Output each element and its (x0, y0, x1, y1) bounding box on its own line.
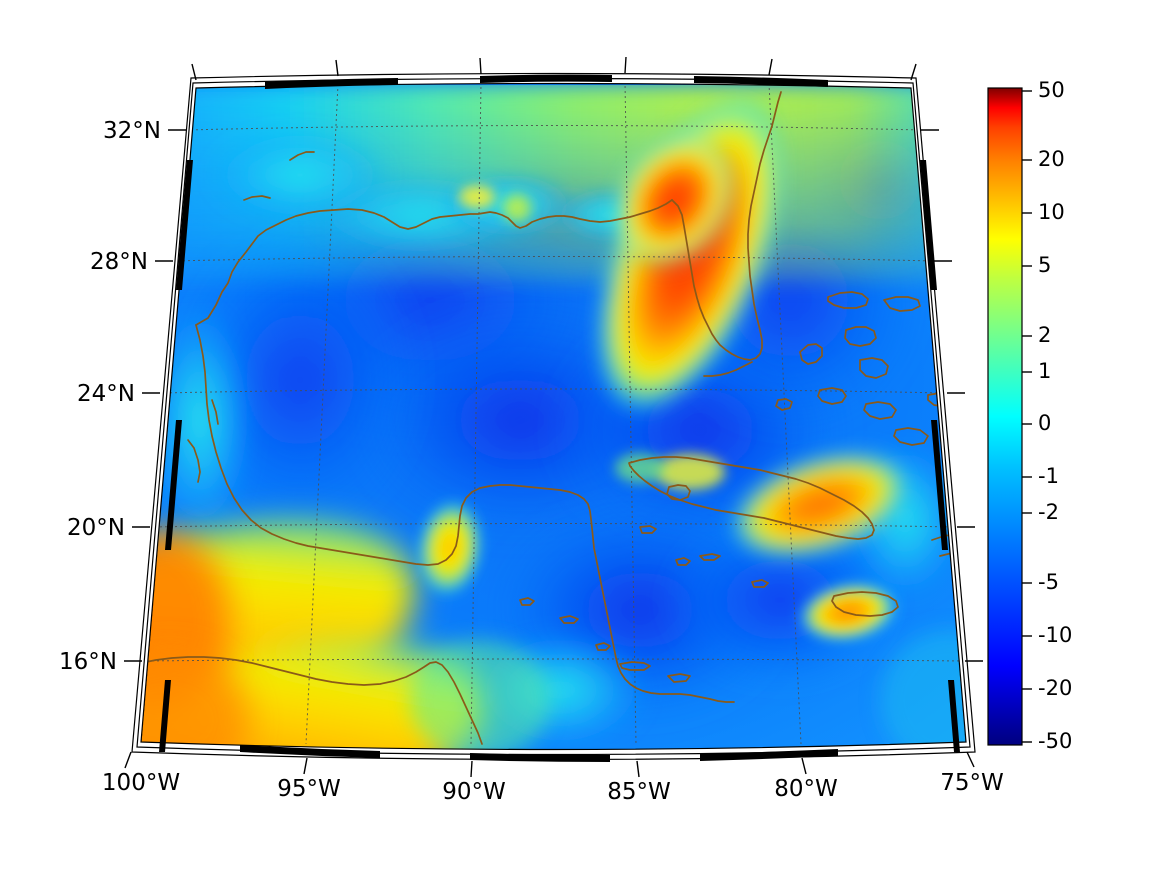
tick-lon-85-top (624, 56, 627, 74)
frame-ticks-top (265, 74, 828, 89)
tick-lon-75-top (910, 63, 917, 81)
tick-lon-95-top (335, 59, 339, 77)
lon-label-80w: 80°W (774, 776, 838, 802)
coastline-mexico-south (141, 656, 483, 745)
graticule-lon-95 (305, 83, 339, 745)
coastline-jamaica (831, 591, 899, 617)
tick-lon-90-top (479, 57, 482, 75)
coastline-barrier-islands (187, 151, 315, 483)
cb-label-0: 0 (1038, 411, 1051, 435)
tick-lon-100 (124, 751, 132, 769)
graticule-lon-85 (624, 83, 637, 746)
cb-label-20: 20 (1038, 147, 1065, 171)
coastline-isla-juventud (666, 484, 691, 501)
graticule-lat-16 (141, 658, 966, 662)
latitude-tick-labels: 32°N 28°N 24°N 20°N 16°N (59, 118, 161, 675)
lon-label-85w: 85°W (607, 779, 671, 805)
coastline-florida-keys (703, 361, 753, 377)
frame-ticks-left (159, 160, 193, 752)
lat-label-28n: 28°N (90, 249, 148, 275)
cb-label-10: 10 (1038, 200, 1065, 224)
cb-label-n50: -50 (1038, 729, 1072, 753)
field-florida-panhandle-anomaly (614, 134, 736, 266)
colorbar-ticks (1022, 90, 1032, 743)
field-blob-caribbean-low-2 (660, 510, 900, 690)
field-cuba-anomaly (728, 450, 912, 560)
colorbar-tick-labels: 50 20 10 5 2 1 0 -1 -2 -5 -10 -20 -50 (1038, 78, 1072, 753)
frame-outer (131, 72, 976, 761)
field-delta-spot (459, 185, 495, 209)
cb-label-n5: -5 (1038, 570, 1059, 594)
graticule-lat-28 (172, 256, 935, 262)
tick-lon-95 (303, 757, 308, 775)
frame-inner (140, 82, 967, 751)
coastline-cayman (699, 553, 721, 561)
cb-label-n20: -20 (1038, 676, 1072, 700)
tick-lon-80-top (768, 58, 773, 76)
lat-label-32n: 32°N (103, 118, 161, 144)
graticule-lat-20 (149, 523, 958, 528)
cb-label-n2: -2 (1038, 500, 1059, 524)
coastline-central-america-caribbean (599, 577, 735, 703)
lon-label-95w: 95°W (277, 776, 341, 802)
tick-lon-75 (966, 751, 975, 768)
tick-lon-90 (470, 760, 473, 778)
lon-label-100w: 100°W (102, 770, 180, 796)
coastline-florida (671, 91, 782, 361)
tick-lon-85 (636, 760, 640, 778)
field-cuba-west-small-2 (615, 453, 665, 483)
frame-ticks-right (920, 160, 960, 752)
coastline-cays (519, 525, 769, 651)
lon-label-75w: 75°W (940, 770, 1004, 796)
field-honduras-green (410, 640, 550, 750)
field-campeche-anomaly (414, 496, 486, 600)
colorbar-gradient[interactable] (987, 87, 1023, 746)
tick-lon-80 (801, 757, 807, 775)
tick-lon-100-top (191, 63, 197, 81)
cb-label-5: 5 (1038, 253, 1051, 277)
coastline-bay-islands (619, 661, 691, 683)
coastlines (141, 91, 966, 745)
cb-label-1: 1 (1038, 359, 1051, 383)
coastline-mexico-east (195, 324, 601, 579)
lon-label-90w: 90°W (442, 779, 506, 805)
cb-label-n10: -10 (1038, 623, 1072, 647)
cb-label-2: 2 (1038, 323, 1051, 347)
field-sw-corner-hot-2 (141, 650, 250, 750)
longitude-tick-labels: 100°W 95°W 90°W 85°W 80°W 75°W (102, 770, 1004, 805)
axis-ticks (124, 56, 983, 778)
frame-ticks-bottom (240, 745, 838, 762)
lat-label-20n: 20°N (67, 515, 125, 541)
field-delta-spot-2 (503, 194, 531, 222)
cb-label-50: 50 (1038, 78, 1065, 102)
data-field (141, 83, 966, 750)
lat-label-16n: 16°N (59, 649, 117, 675)
graticule-lon-90 (470, 83, 482, 746)
field-jamaica-anomaly (796, 581, 900, 643)
field-cuba-west-small (655, 454, 725, 490)
lat-label-24n: 24°N (77, 381, 135, 407)
cb-label-n1: -1 (1038, 464, 1059, 488)
coastline-cuba (628, 456, 875, 540)
coastline-us-gulf (195, 199, 673, 326)
graticule-lon-80 (768, 83, 802, 745)
